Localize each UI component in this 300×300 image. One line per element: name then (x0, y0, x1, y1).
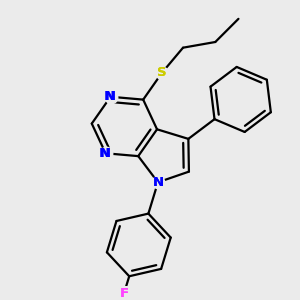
Text: N: N (105, 90, 116, 103)
Text: F: F (119, 287, 128, 300)
Text: F: F (119, 287, 128, 300)
Text: N: N (152, 176, 164, 189)
Text: N: N (99, 147, 110, 160)
Text: N: N (104, 90, 115, 103)
Text: N: N (100, 147, 111, 160)
Text: S: S (157, 66, 167, 79)
Text: S: S (157, 66, 167, 79)
Text: N: N (152, 176, 164, 189)
